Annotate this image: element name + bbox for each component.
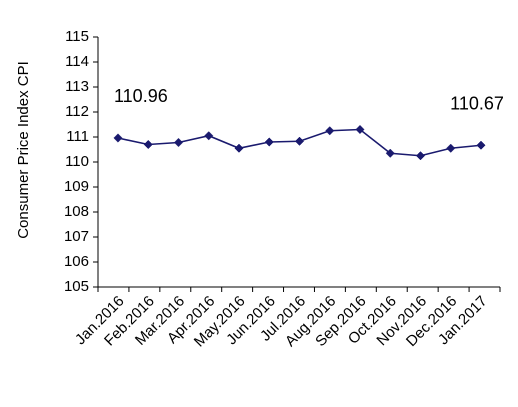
y-tick-label: 113 xyxy=(65,78,89,95)
data-point-marker xyxy=(385,148,395,158)
data-label: 110.96 xyxy=(114,86,168,106)
y-axis: 105 106 107 108 109 110 111 112 113 114 115 xyxy=(64,28,99,295)
data-point-marker xyxy=(143,139,153,150)
y-tick-label: 109 xyxy=(64,178,89,195)
data-point-marker xyxy=(264,137,274,147)
y-tick-label: 106 xyxy=(64,253,89,270)
data-label: 110.67 xyxy=(450,93,504,113)
data-point-marker xyxy=(173,137,184,148)
y-tick-label: 108 xyxy=(64,203,89,220)
data-point-marker xyxy=(476,140,486,150)
data-point-marker xyxy=(204,131,214,141)
data-point-marker xyxy=(415,151,426,161)
y-tick-label: 112 xyxy=(65,103,89,120)
data-point-marker xyxy=(234,143,244,153)
data-point-marker xyxy=(294,136,305,146)
data-point-marker xyxy=(325,126,335,136)
y-tick-label: 105 xyxy=(64,278,89,295)
y-tick-label: 110 xyxy=(65,153,89,170)
y-tick-label: 114 xyxy=(65,53,89,70)
y-axis-title: Consumer Price Index CPI xyxy=(15,61,32,239)
data-point-marker xyxy=(355,124,365,135)
x-axis: Jan.2016Feb.2016Mar.2016Apr.2016May.2016… xyxy=(72,286,501,350)
y-tick-label: 107 xyxy=(64,228,89,245)
series-line xyxy=(113,124,486,161)
y-tick-label: 115 xyxy=(65,28,89,45)
data-point-marker xyxy=(113,133,123,143)
y-tick-label: 111 xyxy=(66,128,89,145)
data-point-marker xyxy=(446,143,456,153)
data-labels: 110.96 110.67 xyxy=(114,86,504,113)
